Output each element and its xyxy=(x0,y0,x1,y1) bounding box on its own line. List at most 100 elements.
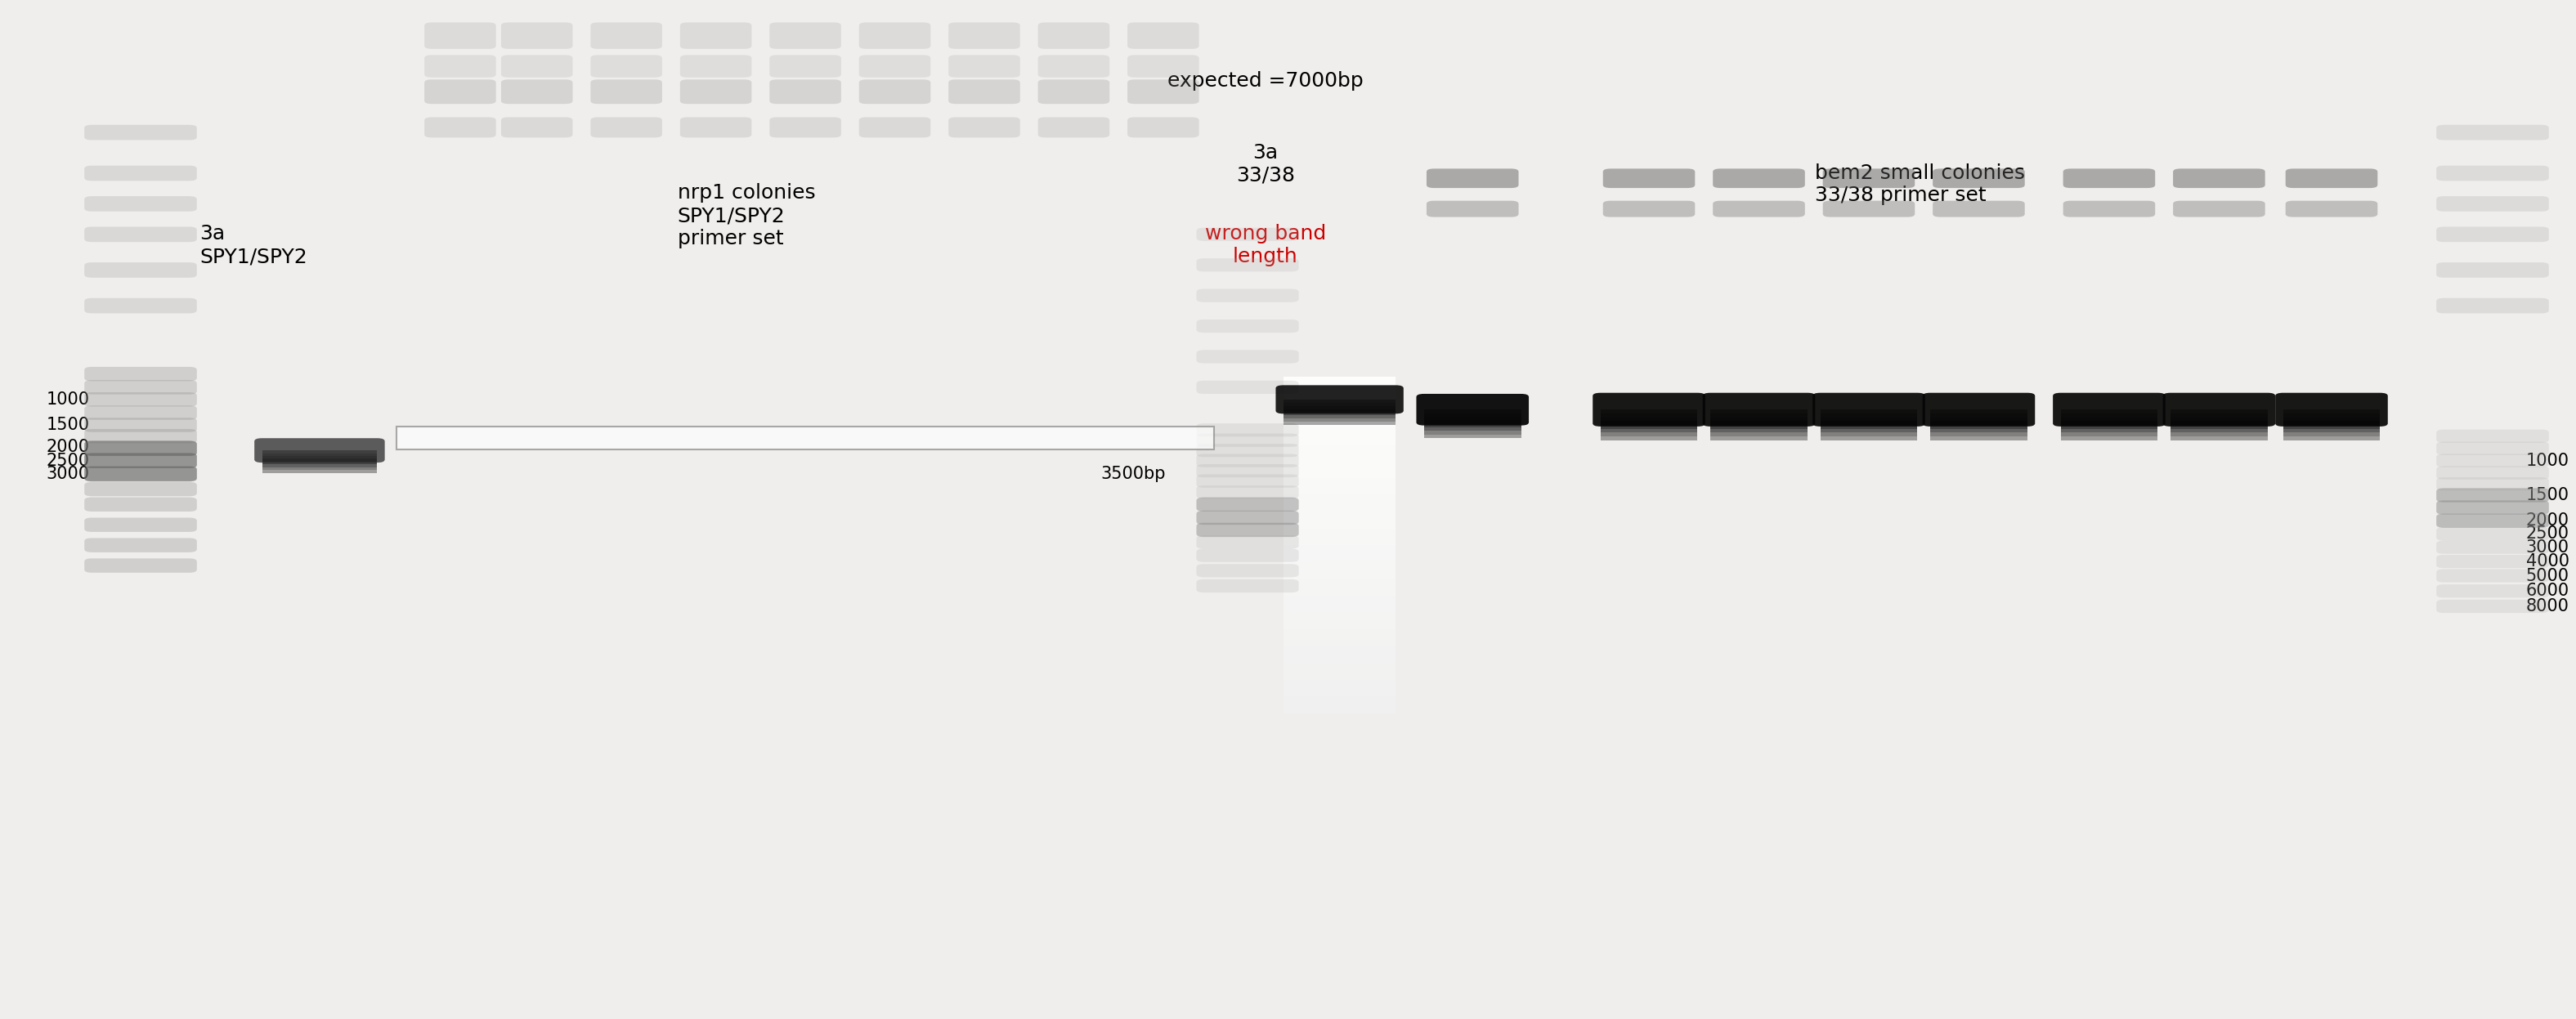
FancyBboxPatch shape xyxy=(1195,511,1298,525)
Text: 4000: 4000 xyxy=(2527,553,2568,570)
FancyBboxPatch shape xyxy=(680,22,752,49)
Bar xyxy=(1929,418,2027,421)
FancyBboxPatch shape xyxy=(2275,392,2388,426)
FancyBboxPatch shape xyxy=(858,117,930,138)
Bar xyxy=(263,455,376,459)
FancyBboxPatch shape xyxy=(858,55,930,77)
Text: 3a
33/38: 3a 33/38 xyxy=(1236,143,1296,185)
FancyBboxPatch shape xyxy=(502,117,572,138)
FancyBboxPatch shape xyxy=(2437,196,2548,211)
Bar xyxy=(1710,436,1808,440)
FancyBboxPatch shape xyxy=(1195,424,1298,436)
FancyBboxPatch shape xyxy=(85,466,196,481)
FancyBboxPatch shape xyxy=(1195,512,1298,524)
FancyBboxPatch shape xyxy=(1038,117,1110,138)
FancyBboxPatch shape xyxy=(502,55,572,77)
Bar xyxy=(2282,429,2380,432)
FancyBboxPatch shape xyxy=(1195,453,1298,467)
FancyBboxPatch shape xyxy=(1417,393,1528,426)
FancyBboxPatch shape xyxy=(1128,55,1198,77)
FancyBboxPatch shape xyxy=(2285,169,2378,187)
FancyBboxPatch shape xyxy=(2437,466,2548,479)
FancyBboxPatch shape xyxy=(85,196,196,211)
Bar xyxy=(1283,377,1396,713)
FancyBboxPatch shape xyxy=(425,22,497,49)
Bar xyxy=(1600,414,1698,418)
Bar xyxy=(1283,478,1396,495)
FancyBboxPatch shape xyxy=(1195,536,1298,548)
Bar xyxy=(1283,545,1396,562)
Bar xyxy=(1283,409,1396,412)
FancyBboxPatch shape xyxy=(680,55,752,77)
Bar xyxy=(1425,421,1522,424)
FancyBboxPatch shape xyxy=(1195,524,1298,537)
Bar xyxy=(2172,414,2267,418)
FancyBboxPatch shape xyxy=(85,226,196,242)
Bar xyxy=(1821,421,1917,425)
Text: 3500bp: 3500bp xyxy=(1100,466,1167,482)
FancyBboxPatch shape xyxy=(85,453,196,468)
FancyBboxPatch shape xyxy=(2437,477,2548,490)
Text: 2500: 2500 xyxy=(46,452,90,469)
Bar xyxy=(1600,432,1698,436)
FancyBboxPatch shape xyxy=(85,538,196,552)
Bar xyxy=(263,467,376,470)
FancyBboxPatch shape xyxy=(1038,79,1110,104)
FancyBboxPatch shape xyxy=(2437,124,2548,140)
Bar xyxy=(1929,432,2027,436)
Bar xyxy=(1821,432,1917,436)
FancyBboxPatch shape xyxy=(680,79,752,104)
Text: 2000: 2000 xyxy=(2527,513,2568,529)
FancyBboxPatch shape xyxy=(590,55,662,77)
FancyBboxPatch shape xyxy=(85,440,196,455)
Bar xyxy=(1283,444,1396,461)
FancyBboxPatch shape xyxy=(1195,523,1298,537)
Bar xyxy=(2282,414,2380,418)
Bar xyxy=(1425,417,1522,421)
Bar xyxy=(1283,612,1396,629)
Bar xyxy=(2061,425,2159,429)
FancyBboxPatch shape xyxy=(2174,201,2264,217)
Bar xyxy=(263,470,376,473)
FancyBboxPatch shape xyxy=(85,429,196,443)
Bar xyxy=(2282,410,2380,414)
FancyBboxPatch shape xyxy=(1038,55,1110,77)
FancyBboxPatch shape xyxy=(1128,22,1198,49)
Bar xyxy=(263,465,376,467)
FancyBboxPatch shape xyxy=(1195,289,1298,302)
Bar xyxy=(2282,418,2380,421)
Bar xyxy=(2172,429,2267,432)
FancyBboxPatch shape xyxy=(1814,392,1924,426)
FancyBboxPatch shape xyxy=(2437,262,2548,277)
Bar xyxy=(1929,414,2027,418)
FancyBboxPatch shape xyxy=(1703,392,1816,426)
FancyBboxPatch shape xyxy=(1195,227,1298,240)
FancyBboxPatch shape xyxy=(1195,350,1298,363)
FancyBboxPatch shape xyxy=(1195,474,1298,487)
Bar xyxy=(2061,436,2159,440)
Bar xyxy=(1821,425,1917,429)
Bar xyxy=(1600,410,1698,414)
Text: 3000: 3000 xyxy=(2527,539,2568,555)
FancyBboxPatch shape xyxy=(1195,565,1298,577)
Bar xyxy=(1600,436,1698,440)
Text: 3a
SPY1/SPY2: 3a SPY1/SPY2 xyxy=(198,224,307,267)
Bar xyxy=(1283,394,1396,411)
FancyBboxPatch shape xyxy=(85,518,196,532)
Bar xyxy=(1710,418,1808,421)
Bar xyxy=(2061,410,2159,414)
FancyBboxPatch shape xyxy=(1195,258,1298,271)
FancyBboxPatch shape xyxy=(85,380,196,394)
Text: 2500: 2500 xyxy=(2527,526,2568,542)
FancyBboxPatch shape xyxy=(85,124,196,140)
Bar xyxy=(1600,425,1698,429)
Bar xyxy=(1821,418,1917,421)
Bar xyxy=(2172,418,2267,421)
FancyBboxPatch shape xyxy=(85,262,196,277)
Bar xyxy=(1425,414,1522,417)
Bar xyxy=(1283,413,1396,416)
FancyBboxPatch shape xyxy=(1427,201,1520,217)
Bar xyxy=(263,453,376,457)
Bar xyxy=(1283,495,1396,512)
Bar xyxy=(1821,410,1917,414)
